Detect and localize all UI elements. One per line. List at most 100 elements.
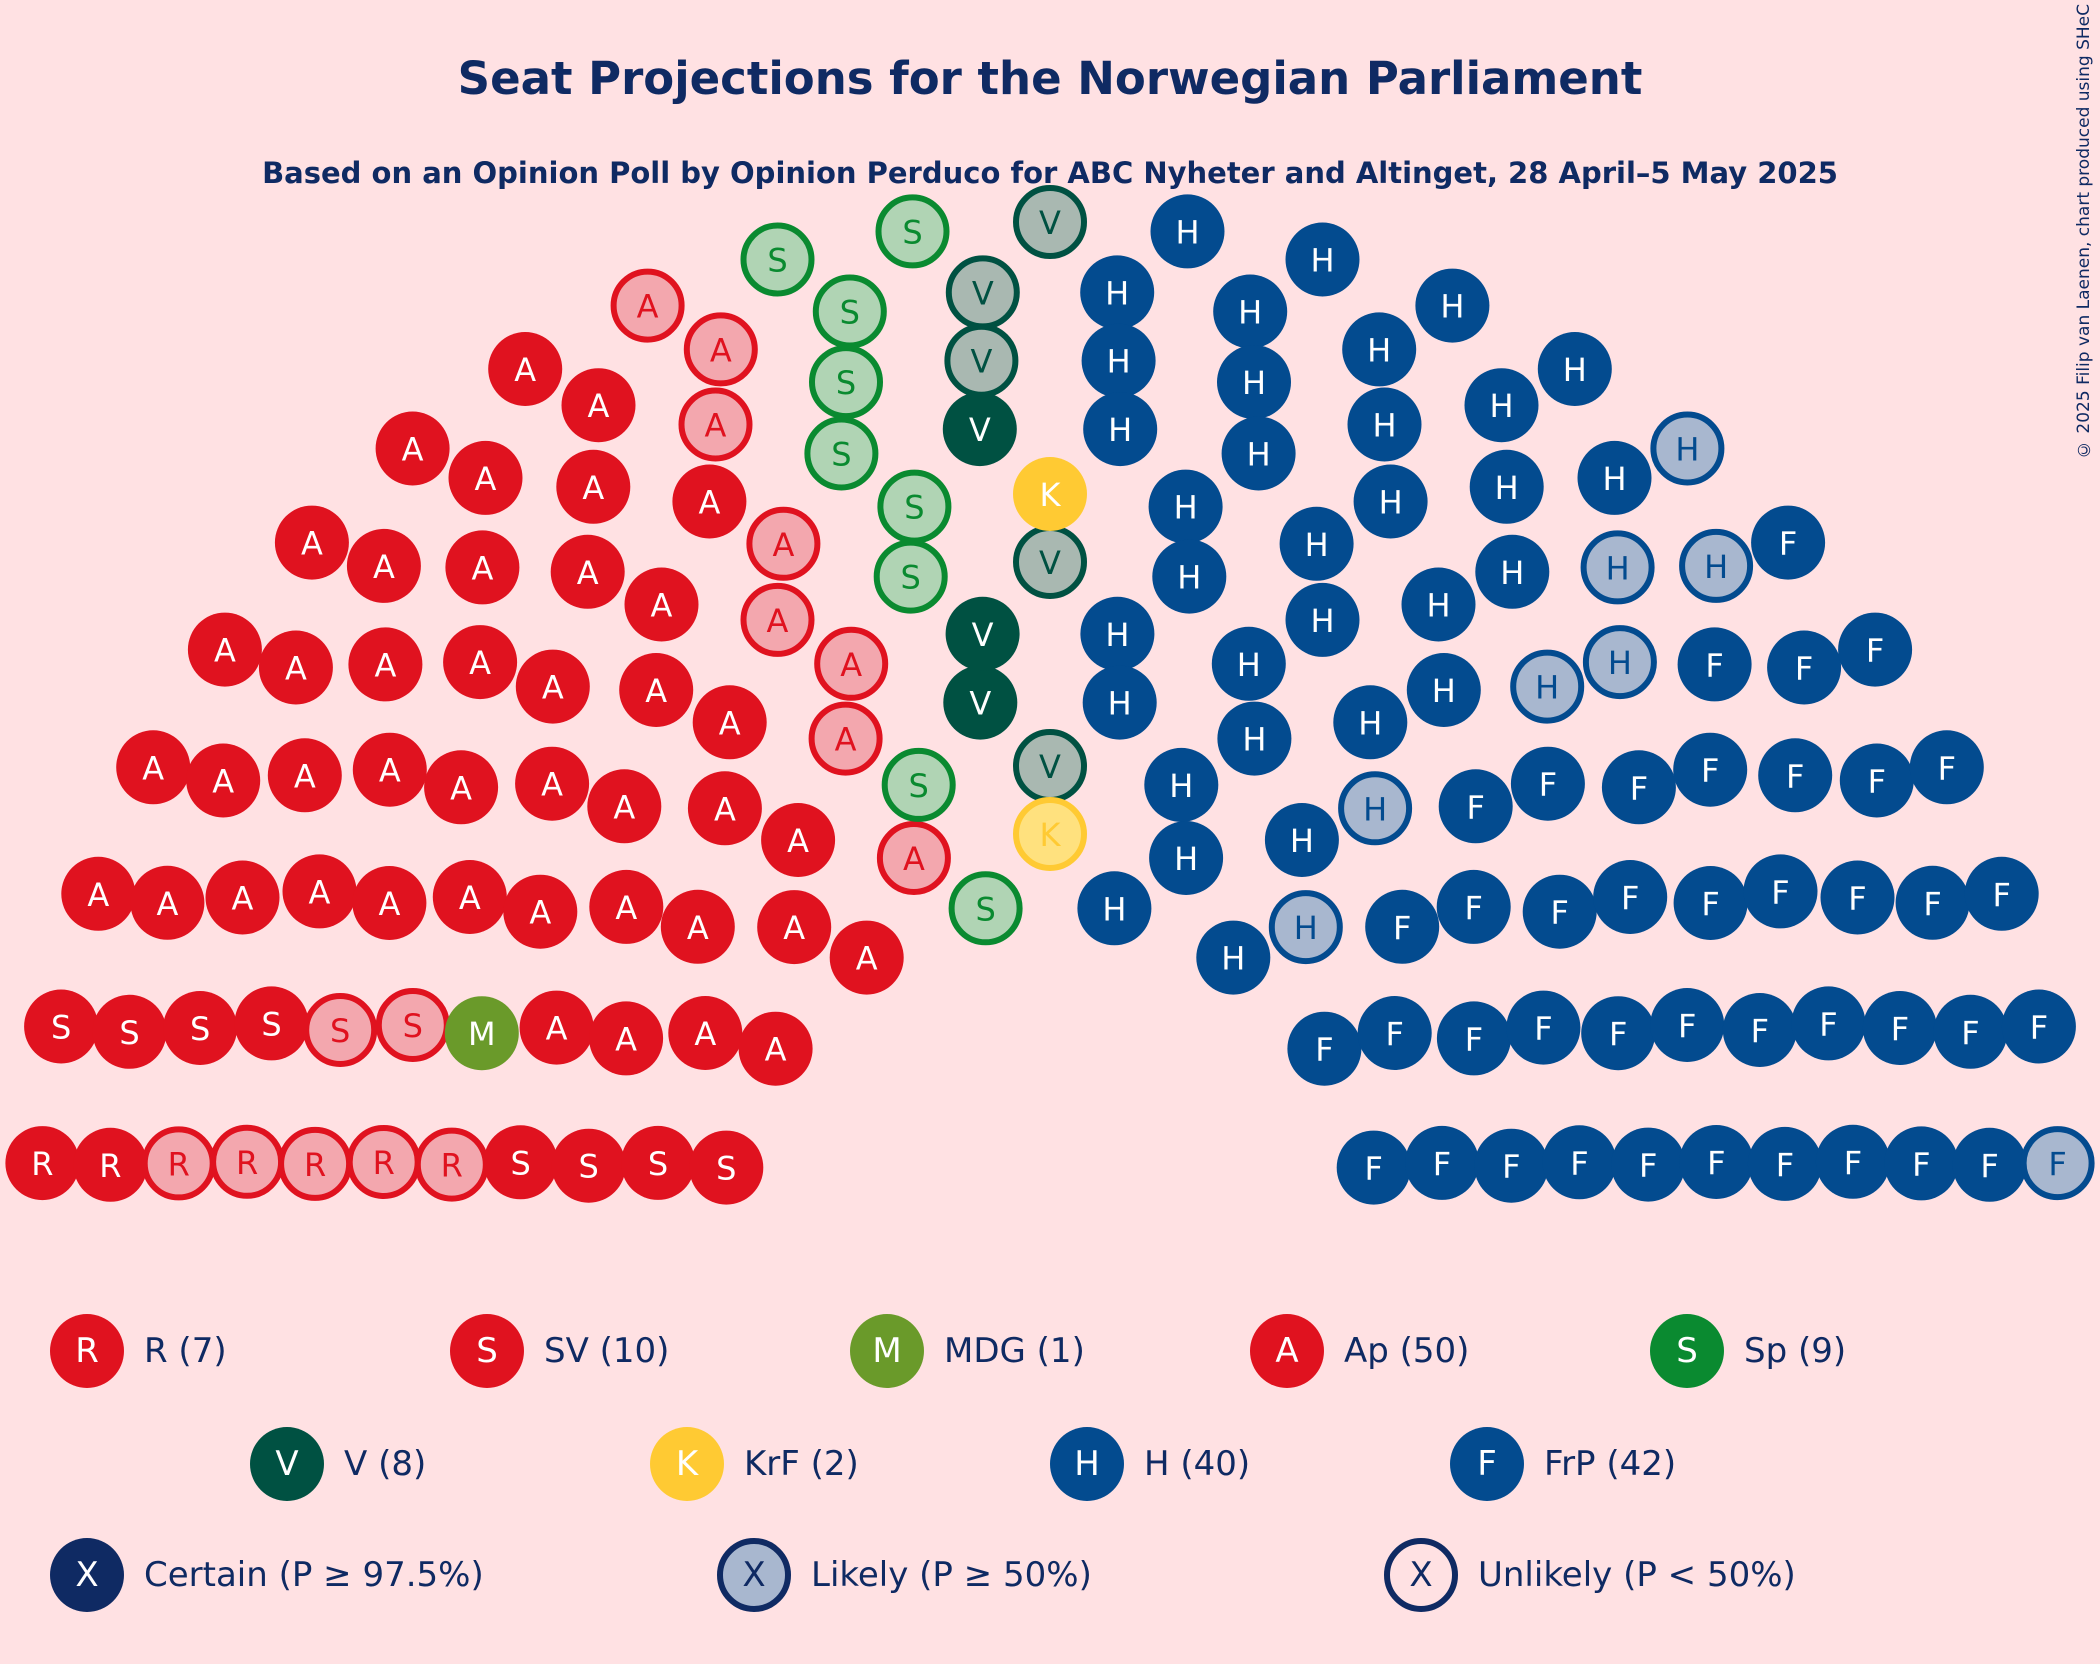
seat-h-36: H [1268, 890, 1343, 965]
svg-text:A: A [301, 525, 323, 563]
svg-text:A: A [765, 1031, 787, 1069]
svg-text:A: A [450, 769, 472, 807]
svg-text:K: K [1040, 476, 1062, 514]
seat-h-39: H [1679, 528, 1754, 603]
svg-text:A: A [651, 587, 673, 625]
svg-text:A: A [469, 644, 491, 682]
svg-text:F: F [1678, 1007, 1696, 1045]
status-swatch: X [717, 1538, 791, 1612]
seat-sv-6: S [92, 994, 167, 1069]
svg-text:V: V [969, 685, 991, 723]
svg-text:H: H [1174, 840, 1198, 878]
seat-h-22: H [1285, 582, 1360, 657]
svg-text:A: A [588, 387, 610, 425]
seat-h-19: H [1217, 701, 1292, 776]
status-label: Unlikely (P < 50%) [1478, 1555, 1796, 1595]
seat-h-27: H [1401, 567, 1476, 642]
seat-h-2: H [1081, 323, 1156, 398]
legend-label: MDG (1) [944, 1331, 1085, 1371]
svg-text:A: A [687, 909, 709, 947]
svg-text:A: A [694, 1015, 716, 1053]
svg-text:F: F [1570, 1144, 1588, 1182]
seat-frp-31: F [2001, 989, 2076, 1064]
svg-text:R: R [31, 1145, 53, 1183]
chart-subtitle: Based on an Opinion Poll by Opinion Perd… [262, 156, 1838, 190]
seat-frp-38: F [1747, 1126, 1822, 1201]
seat-frp-34: F [1474, 1128, 1549, 1203]
seat-frp-39: F [1815, 1124, 1890, 1199]
svg-text:F: F [1315, 1031, 1333, 1069]
svg-text:F: F [2048, 1145, 2066, 1183]
legend-swatch: R [50, 1314, 124, 1388]
seat-v-1: V [943, 665, 1018, 740]
seat-ap-42: A [672, 464, 747, 539]
svg-text:F: F [1466, 788, 1484, 826]
svg-text:R: R [236, 1144, 258, 1182]
svg-text:F: F [1844, 1144, 1862, 1182]
svg-text:A: A [529, 894, 551, 932]
legend-label: Sp (9) [1744, 1331, 1847, 1371]
seat-h-21: H [1415, 268, 1490, 343]
svg-text:A: A [772, 526, 794, 564]
svg-text:S: S [909, 767, 929, 805]
seat-sv-9: S [303, 993, 378, 1067]
svg-text:H: H [1221, 940, 1245, 978]
seat-krf-2: K [1013, 797, 1087, 871]
seat-h-30: H [1196, 920, 1271, 995]
svg-text:H: H [1105, 616, 1129, 654]
seat-h-3: H [1083, 392, 1158, 467]
svg-text:A: A [835, 721, 857, 759]
seat-v-7: V [1013, 729, 1087, 803]
svg-text:H: H [1500, 554, 1524, 592]
svg-text:H: H [1310, 242, 1334, 280]
svg-text:A: A [613, 788, 635, 826]
seat-h-31: H [1475, 534, 1550, 609]
seat-ap-47: A [746, 506, 821, 581]
legend-swatch: M [850, 1314, 924, 1388]
legend-item-r: R R (7) [50, 1313, 227, 1389]
svg-text:H: H [1242, 364, 1266, 402]
seat-ap-16: A [187, 612, 262, 687]
status-swatch: X [1384, 1538, 1458, 1612]
seat-ap-12: A [267, 738, 342, 813]
seat-frp-36: F [1611, 1127, 1686, 1202]
svg-text:M: M [468, 1015, 496, 1053]
svg-text:F: F [1701, 885, 1719, 923]
seat-frp-13: F [1758, 738, 1833, 813]
svg-text:S: S [648, 1145, 668, 1183]
seat-v-6: V [1013, 525, 1087, 599]
seat-ap-19: A [589, 869, 664, 944]
svg-text:A: A [285, 650, 307, 688]
svg-text:H: H [1105, 274, 1129, 312]
seat-frp-33: F [1405, 1125, 1479, 1200]
seat-ap-35: A [829, 920, 904, 995]
svg-text:F: F [1550, 894, 1568, 932]
seat-ap-33: A [619, 653, 694, 727]
seat-frp-8: F [1767, 630, 1842, 705]
seat-ap-14: A [738, 1011, 813, 1086]
svg-text:A: A [156, 885, 178, 923]
svg-text:H: H [1489, 387, 1513, 425]
svg-text:V: V [970, 343, 992, 381]
seat-h-10: H [1213, 274, 1288, 349]
svg-text:F: F [1779, 525, 1797, 563]
seat-frp-29: F [1862, 991, 1937, 1065]
seat-sp-1: S [881, 747, 956, 822]
legend-item-h: H H (40) [1050, 1426, 1250, 1502]
seat-ap-13: A [503, 874, 578, 949]
svg-text:F: F [1701, 752, 1719, 790]
svg-text:F: F [1539, 766, 1557, 804]
seat-frp-15: F [1593, 860, 1668, 934]
seat-ap-6: A [282, 854, 357, 929]
seat-h-32: H [1406, 653, 1481, 727]
seat-ap-36: A [761, 803, 836, 877]
svg-text:R: R [99, 1147, 121, 1185]
seat-frp-25: F [1581, 996, 1656, 1071]
svg-text:A: A [615, 1020, 637, 1058]
seat-frp-42: F [2020, 1126, 2095, 1201]
svg-text:S: S [904, 489, 924, 527]
svg-text:A: A [475, 460, 497, 498]
seat-h-1: H [1080, 255, 1155, 330]
legend-label: KrF (2) [744, 1444, 859, 1484]
seat-r-6: R [346, 1125, 421, 1199]
